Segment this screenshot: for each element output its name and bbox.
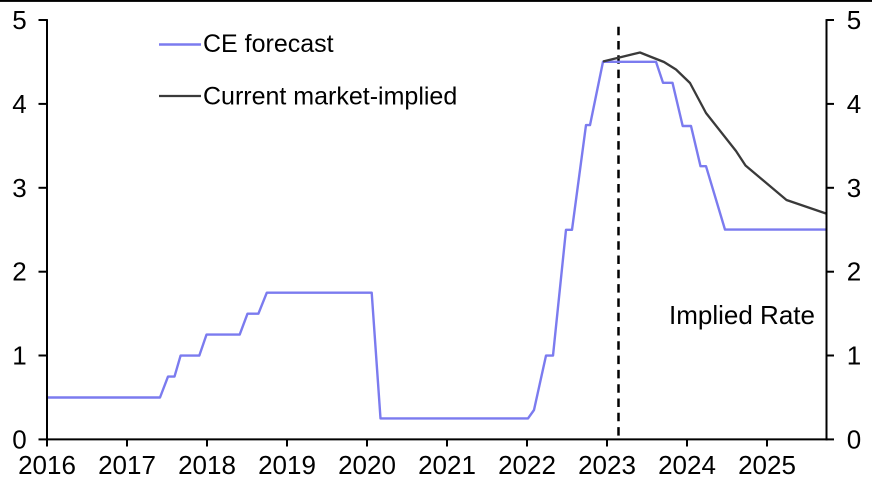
svg-text:CE forecast: CE forecast <box>203 30 334 58</box>
svg-text:2016: 2016 <box>18 450 76 480</box>
svg-text:2017: 2017 <box>98 450 156 480</box>
svg-text:1: 1 <box>12 341 26 371</box>
svg-text:2020: 2020 <box>338 450 396 480</box>
svg-text:2018: 2018 <box>178 450 236 480</box>
svg-text:2025: 2025 <box>738 450 796 480</box>
svg-text:3: 3 <box>12 173 26 203</box>
svg-text:5: 5 <box>847 5 861 35</box>
svg-text:Current market-implied: Current market-implied <box>203 83 457 111</box>
svg-text:4: 4 <box>847 89 861 119</box>
svg-text:1: 1 <box>847 341 861 371</box>
svg-text:2022: 2022 <box>498 450 556 480</box>
svg-text:3: 3 <box>847 173 861 203</box>
svg-text:2: 2 <box>847 257 861 287</box>
svg-text:0: 0 <box>12 424 26 454</box>
svg-text:Implied Rate: Implied Rate <box>669 300 815 330</box>
svg-text:0: 0 <box>847 424 861 454</box>
svg-text:2023: 2023 <box>578 450 636 480</box>
svg-text:4: 4 <box>12 89 26 119</box>
svg-text:2019: 2019 <box>258 450 316 480</box>
svg-text:2: 2 <box>12 257 26 287</box>
svg-text:5: 5 <box>12 5 26 35</box>
svg-text:2021: 2021 <box>418 450 476 480</box>
svg-text:2024: 2024 <box>658 450 716 480</box>
